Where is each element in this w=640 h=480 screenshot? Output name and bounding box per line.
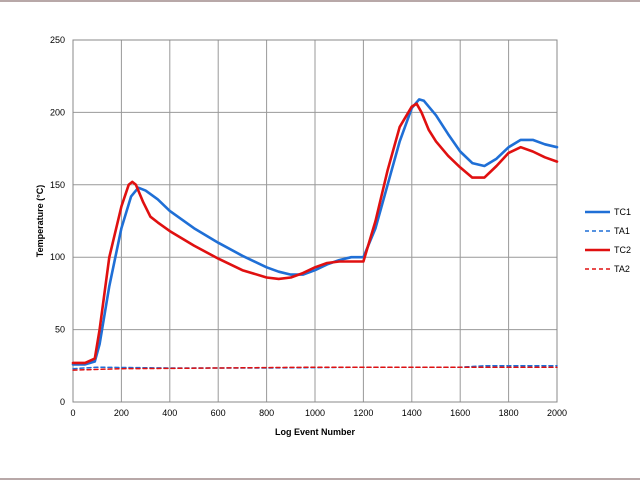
- x-tick-label: 800: [259, 408, 274, 418]
- x-tick-label: 0: [70, 408, 75, 418]
- x-tick-labels: 0 200 400 600 800 1000 1200 1400 1600 1800 2000: [70, 408, 567, 418]
- legend-label-ta1: TA1: [614, 226, 630, 236]
- x-tick-label: 600: [211, 408, 226, 418]
- y-tick-labels: 0 50 100 150 200 250: [50, 35, 65, 407]
- gridlines: [72, 39, 558, 403]
- y-tick-label: 250: [50, 35, 65, 45]
- x-tick-label: 1000: [305, 408, 325, 418]
- legend-label-tc1: TC1: [614, 207, 631, 217]
- y-axis-title: Temperature (°C): [35, 185, 45, 257]
- plot-area-border: [72, 39, 558, 403]
- legend: TC1 TA1 TC2 TA2: [585, 207, 631, 274]
- x-tick-label: 200: [114, 408, 129, 418]
- y-tick-label: 150: [50, 180, 65, 190]
- series-line-tc2: [71, 102, 559, 365]
- y-tick-label: 200: [50, 107, 65, 117]
- x-tick-label: 1400: [402, 408, 422, 418]
- x-axis-title: Log Event Number: [275, 427, 356, 437]
- x-tick-label: 400: [162, 408, 177, 418]
- window-top-border: [0, 0, 640, 2]
- series-line-ta2: [72, 366, 558, 371]
- x-tick-label: 2000: [547, 408, 567, 418]
- series-lines: [71, 98, 559, 371]
- x-tick-label: 1600: [450, 408, 470, 418]
- x-tick-label: 1800: [499, 408, 519, 418]
- legend-label-ta2: TA2: [614, 264, 630, 274]
- y-tick-label: 50: [55, 325, 65, 335]
- y-tick-label: 100: [50, 252, 65, 262]
- y-tick-label: 0: [60, 397, 65, 407]
- x-tick-label: 1200: [353, 408, 373, 418]
- legend-label-tc2: TC2: [614, 245, 631, 255]
- window-bottom-border: [0, 478, 640, 480]
